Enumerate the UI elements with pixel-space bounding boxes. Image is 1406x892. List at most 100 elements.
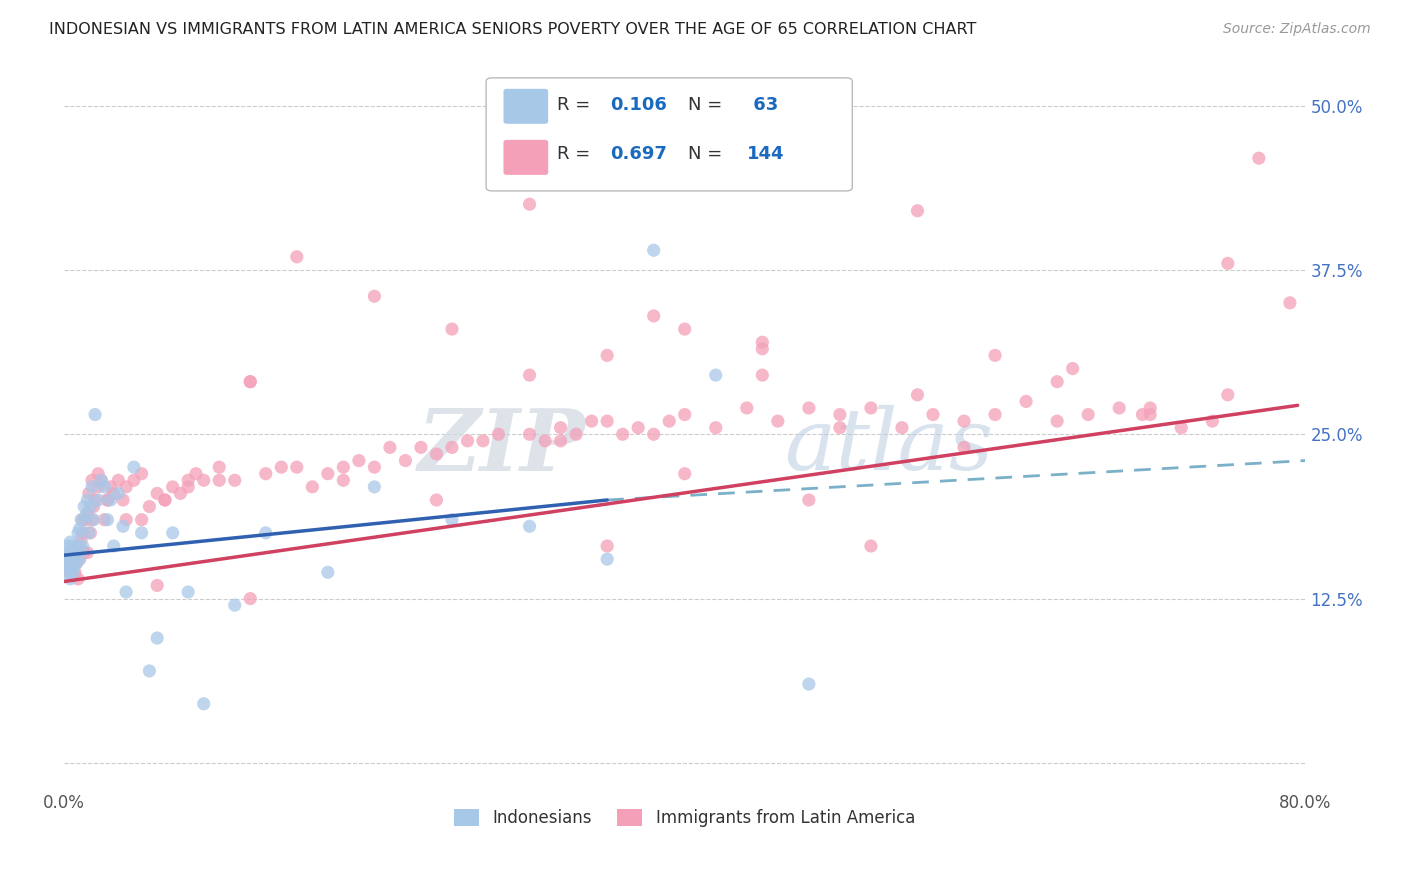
- Point: [83, 513, 105, 527]
- Point: [797, 677, 820, 691]
- Point: [285, 250, 308, 264]
- Point: [596, 539, 619, 553]
- Point: [859, 539, 882, 553]
- Point: [643, 309, 665, 323]
- Point: [193, 473, 215, 487]
- Point: [84, 408, 107, 422]
- Point: [63, 552, 86, 566]
- FancyBboxPatch shape: [503, 140, 548, 175]
- Point: [285, 460, 308, 475]
- Point: [93, 480, 115, 494]
- Point: [316, 566, 339, 580]
- Point: [550, 434, 572, 448]
- Point: [239, 375, 262, 389]
- Point: [69, 552, 91, 566]
- Point: [66, 572, 89, 586]
- Point: [1046, 414, 1069, 428]
- Point: [953, 441, 976, 455]
- Point: [122, 473, 145, 487]
- Text: R =: R =: [557, 145, 596, 163]
- Point: [184, 467, 207, 481]
- Text: R =: R =: [557, 95, 596, 114]
- Point: [96, 493, 118, 508]
- Point: [766, 414, 789, 428]
- Point: [65, 545, 87, 559]
- Point: [69, 539, 91, 553]
- Point: [1201, 414, 1223, 428]
- Point: [115, 513, 138, 527]
- Point: [378, 441, 401, 455]
- Point: [922, 408, 945, 422]
- Point: [907, 388, 929, 402]
- Point: [409, 441, 432, 455]
- Point: [90, 473, 112, 487]
- FancyBboxPatch shape: [486, 78, 852, 191]
- Point: [146, 631, 169, 645]
- Point: [66, 525, 89, 540]
- Point: [93, 513, 115, 527]
- Point: [581, 414, 603, 428]
- Point: [63, 543, 86, 558]
- Point: [596, 414, 619, 428]
- Legend: Indonesians, Immigrants from Latin America: Indonesians, Immigrants from Latin Ameri…: [446, 801, 924, 836]
- Point: [153, 493, 176, 508]
- Point: [58, 552, 80, 566]
- Point: [519, 519, 541, 533]
- Point: [60, 552, 83, 566]
- Point: [1139, 401, 1161, 415]
- Point: [146, 486, 169, 500]
- Point: [425, 447, 447, 461]
- Point: [984, 348, 1007, 362]
- Point: [80, 513, 103, 527]
- Point: [103, 486, 125, 500]
- Point: [115, 585, 138, 599]
- Point: [394, 453, 416, 467]
- Point: [56, 548, 79, 562]
- Point: [177, 585, 200, 599]
- Point: [643, 427, 665, 442]
- Text: Source: ZipAtlas.com: Source: ZipAtlas.com: [1223, 22, 1371, 37]
- Point: [673, 408, 696, 422]
- Point: [643, 244, 665, 258]
- Point: [83, 500, 105, 514]
- Point: [63, 566, 86, 580]
- Text: 144: 144: [747, 145, 785, 163]
- Point: [87, 467, 110, 481]
- Text: 0.697: 0.697: [610, 145, 666, 163]
- Point: [138, 664, 160, 678]
- Text: 0.106: 0.106: [610, 95, 666, 114]
- Point: [658, 414, 681, 428]
- Point: [103, 539, 125, 553]
- Point: [55, 552, 77, 566]
- Point: [254, 525, 277, 540]
- Point: [1278, 295, 1301, 310]
- Point: [301, 480, 323, 494]
- Point: [72, 525, 94, 540]
- Point: [797, 493, 820, 508]
- Point: [612, 427, 634, 442]
- Point: [72, 513, 94, 527]
- Point: [704, 420, 727, 434]
- Point: [79, 500, 101, 514]
- Point: [519, 427, 541, 442]
- Point: [332, 460, 354, 475]
- Point: [751, 335, 773, 350]
- Point: [84, 493, 107, 508]
- Point: [169, 486, 191, 500]
- Point: [239, 591, 262, 606]
- Text: N =: N =: [689, 95, 728, 114]
- Point: [797, 401, 820, 415]
- Point: [224, 598, 246, 612]
- Point: [456, 434, 478, 448]
- Point: [100, 480, 122, 494]
- Text: N =: N =: [689, 145, 728, 163]
- Point: [131, 525, 153, 540]
- Point: [58, 566, 80, 580]
- Point: [1015, 394, 1038, 409]
- Point: [859, 401, 882, 415]
- Point: [1046, 375, 1069, 389]
- Point: [69, 522, 91, 536]
- Point: [96, 513, 118, 527]
- Point: [907, 203, 929, 218]
- Point: [519, 197, 541, 211]
